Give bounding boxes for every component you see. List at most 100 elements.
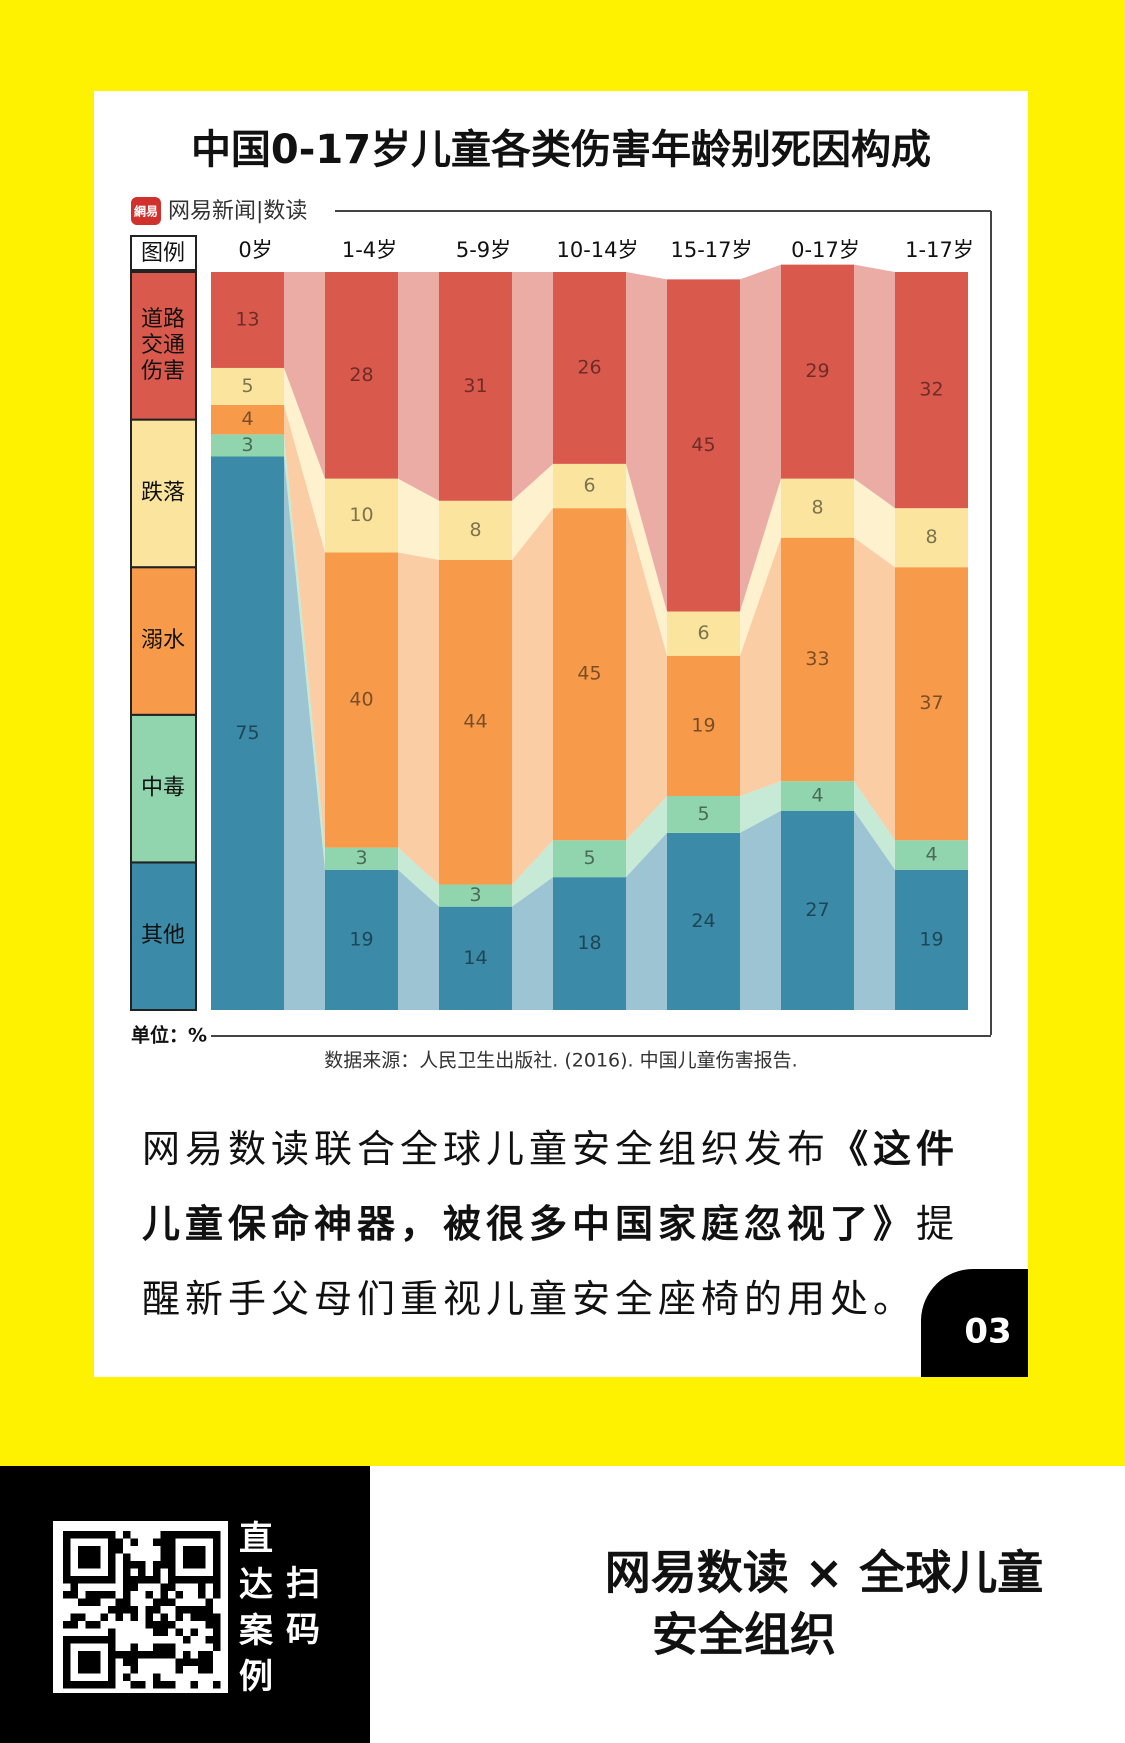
- qr-module: [145, 1606, 153, 1614]
- bar-segment: [781, 478, 854, 538]
- qr-module: [198, 1658, 206, 1666]
- qr-module: [160, 1591, 168, 1599]
- qr-module: [168, 1651, 176, 1659]
- qr-module: [198, 1546, 206, 1554]
- qr-module: [198, 1561, 206, 1569]
- qr-module: [153, 1621, 161, 1629]
- bar-segment: [781, 264, 854, 479]
- qr-module: [93, 1621, 101, 1629]
- data-label: 27: [805, 899, 829, 921]
- qr-module: [93, 1553, 101, 1561]
- data-label: 4: [241, 408, 253, 430]
- qr-module: [213, 1613, 221, 1621]
- qr-module: [213, 1643, 221, 1651]
- qr-module: [213, 1636, 221, 1644]
- x-tick-label: 0岁: [238, 238, 272, 262]
- footer-line1: 网易数读 × 全球儿童: [605, 1546, 1044, 1600]
- qr-module: [108, 1681, 116, 1689]
- connector: [512, 840, 553, 907]
- qr-module: [160, 1643, 168, 1651]
- qr-module: [123, 1568, 131, 1576]
- data-label: 44: [463, 711, 487, 733]
- x-tick-label: 15-17岁: [670, 238, 752, 262]
- qr-module: [183, 1561, 191, 1569]
- qr-module: [213, 1531, 221, 1539]
- qr-module: [85, 1636, 93, 1644]
- qr-module: [78, 1666, 86, 1674]
- qr-module: [145, 1591, 153, 1599]
- bar-segment: [667, 655, 740, 796]
- qr-module: [183, 1546, 191, 1554]
- bar-segment: [553, 840, 626, 878]
- data-label: 13: [235, 308, 259, 330]
- bar-segment: [667, 279, 740, 612]
- qr-module: [198, 1613, 206, 1621]
- qr-module: [123, 1531, 131, 1539]
- qr-module: [190, 1561, 198, 1569]
- bar-segment: [553, 877, 626, 1010]
- qr-module: [85, 1598, 93, 1606]
- body-after: 提醒新手父母们重视儿童安全座椅的用处。: [142, 1202, 960, 1321]
- qr-module: [78, 1546, 86, 1554]
- unit: 单位：%: [131, 1024, 207, 1047]
- data-label: 24: [691, 910, 715, 932]
- qr-module: [213, 1576, 221, 1584]
- qr-module: [108, 1531, 116, 1539]
- data-label: 28: [349, 364, 373, 386]
- qr-module: [85, 1681, 93, 1689]
- qr-module: [100, 1636, 108, 1644]
- qr-module: [183, 1658, 191, 1666]
- qr-module: [63, 1673, 71, 1681]
- x-tick-label: 1-4岁: [342, 238, 397, 262]
- legend-title-box: [130, 235, 197, 271]
- qr-module: [108, 1561, 116, 1569]
- qr-module: [85, 1651, 93, 1659]
- bar-segment: [895, 567, 968, 841]
- qr-module: [93, 1658, 101, 1666]
- bar-segment: [211, 367, 284, 405]
- qr-module: [130, 1681, 138, 1689]
- bar-segment: [553, 508, 626, 841]
- qr-module: [85, 1531, 93, 1539]
- qr-module: [213, 1561, 221, 1569]
- qr-module: [108, 1606, 116, 1614]
- qr-module: [138, 1651, 146, 1659]
- qr-module: [183, 1531, 191, 1539]
- qr-module: [153, 1598, 161, 1606]
- qr-module: [85, 1621, 93, 1629]
- qr-module: [63, 1538, 71, 1546]
- brand: 网易新闻|数读: [168, 199, 307, 224]
- connector: [854, 537, 895, 841]
- body-before: 网易数读联合全球儿童安全组织发布: [142, 1127, 831, 1171]
- x-tick-label: 1-17岁: [905, 238, 974, 262]
- body-text: 网易数读联合全球儿童安全组织发布《这件儿童保命神器，被很多中国家庭忽视了》提醒新…: [142, 1112, 992, 1337]
- data-label: 18: [577, 932, 601, 954]
- data-label: 8: [925, 526, 937, 548]
- qr-module: [70, 1636, 78, 1644]
- bar-segment: [211, 404, 284, 435]
- qr-module: [123, 1553, 131, 1561]
- qr-module: [93, 1666, 101, 1674]
- qr-module: [85, 1546, 93, 1554]
- qr-module: [123, 1591, 131, 1599]
- qr-module: [70, 1531, 78, 1539]
- qr-module: [70, 1591, 78, 1599]
- connector: [398, 552, 439, 885]
- qr-module: [213, 1583, 221, 1591]
- qr-module: [205, 1598, 213, 1606]
- qr-module: [153, 1561, 161, 1569]
- qr-module: [130, 1606, 138, 1614]
- qr-module: [63, 1576, 71, 1584]
- qr-module: [93, 1591, 101, 1599]
- connector: [854, 781, 895, 870]
- legend-swatch: [130, 861, 197, 1012]
- data-label: 5: [697, 803, 709, 825]
- qr-module: [153, 1568, 161, 1576]
- data-label: 29: [805, 360, 829, 382]
- qr-module: [78, 1651, 86, 1659]
- badge-text: 03: [964, 1312, 1011, 1352]
- qr-module: [130, 1651, 138, 1659]
- qr-module: [85, 1553, 93, 1561]
